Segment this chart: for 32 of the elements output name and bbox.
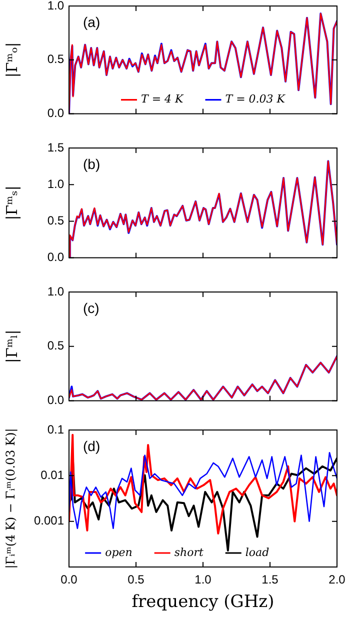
y-tick-label: 0.01 [40, 468, 64, 482]
annotation: (b) [83, 156, 100, 172]
y-tick-label: 0.5 [47, 52, 64, 66]
y-tick-label: 0.0 [47, 250, 64, 264]
annotation: (c) [83, 300, 100, 316]
y-tick-label: 0.5 [47, 338, 64, 353]
x-tick-label: 1.5 [262, 572, 279, 587]
x-axis-title: frequency (GHz) [132, 592, 274, 612]
legend-label: T = 0.03 K [225, 92, 286, 106]
y-tick-label: 0.0 [47, 393, 64, 408]
y-tick-label: 0.001 [34, 514, 64, 528]
annotation: (a) [83, 14, 100, 30]
y-tick-label: 1.5 [47, 140, 64, 154]
legend-label: open [105, 546, 132, 559]
y-axis-title: |Γᵐₗ| [2, 330, 21, 364]
y-tick-label: 0.0 [47, 106, 64, 120]
legend-label: short [174, 546, 204, 559]
annotation: (d) [83, 438, 100, 454]
y-tick-label: 1.0 [47, 176, 64, 191]
y-tick-label: 1.0 [47, 0, 64, 12]
y-axis-title: |Γᵐₛ| [2, 186, 21, 220]
legend-label: T = 4 K [140, 92, 184, 106]
x-tick-label: 2.0 [328, 572, 346, 587]
x-tick-label: 1.0 [194, 572, 212, 587]
x-tick-label: 0.0 [60, 572, 78, 587]
x-tick-label: 0.5 [128, 572, 145, 587]
y-axis-title: |Γᵢᵐ(4 K) − Γᵢᵐ(0.03 K)| [3, 428, 18, 569]
legend-label: load [245, 546, 270, 559]
y-axis-title: |Γᵐₒ| [2, 42, 21, 78]
y-tick-label: 0.1 [47, 422, 64, 436]
y-tick-label: 0.5 [47, 214, 64, 228]
y-tick-label: 1.0 [47, 284, 64, 298]
